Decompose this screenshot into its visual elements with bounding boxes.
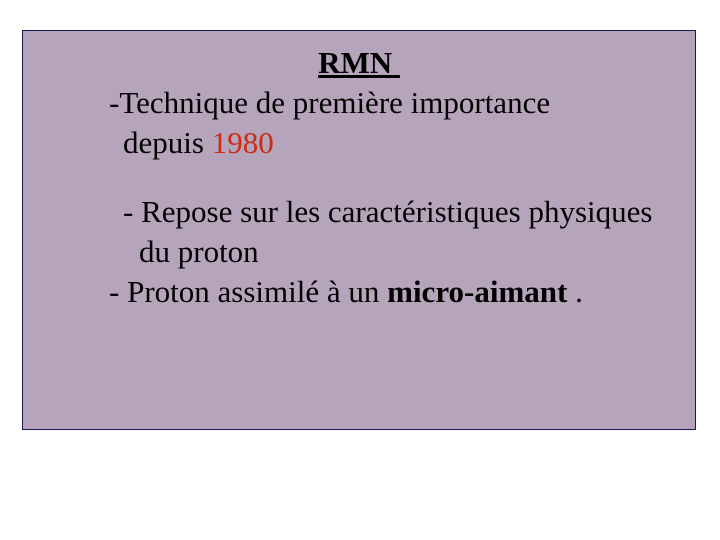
bullet-marker: - — [109, 274, 127, 309]
slide-title: RMN — [51, 45, 667, 81]
text: depuis — [123, 125, 212, 160]
text: du — [139, 234, 178, 269]
text: Technique de première importance — [119, 85, 550, 120]
bullet-marker: - — [109, 85, 119, 120]
bullet-3: - Proton assimilé à un micro-aimant . — [51, 272, 667, 312]
text: - Repose sur les — [123, 194, 328, 229]
text: proton — [178, 234, 259, 269]
content-box: RMN -Technique de première importance de… — [22, 30, 696, 430]
text: Proton assimilé à un — [127, 274, 387, 309]
title-text: RMN — [318, 45, 392, 80]
year-red: 1980 — [212, 125, 274, 160]
bullet-2-line-2: du proton — [51, 232, 667, 272]
text: caractéristiques physiques — [328, 194, 653, 229]
bullet-1-line-1: -Technique de première importance — [51, 83, 667, 123]
bold-term: micro-aimant — [387, 274, 567, 309]
text: . — [567, 274, 583, 309]
bullet-2-line-1: - Repose sur les caractéristiques physiq… — [51, 192, 667, 232]
spacer — [51, 162, 667, 192]
bullet-1-line-2: depuis 1980 — [51, 123, 667, 163]
